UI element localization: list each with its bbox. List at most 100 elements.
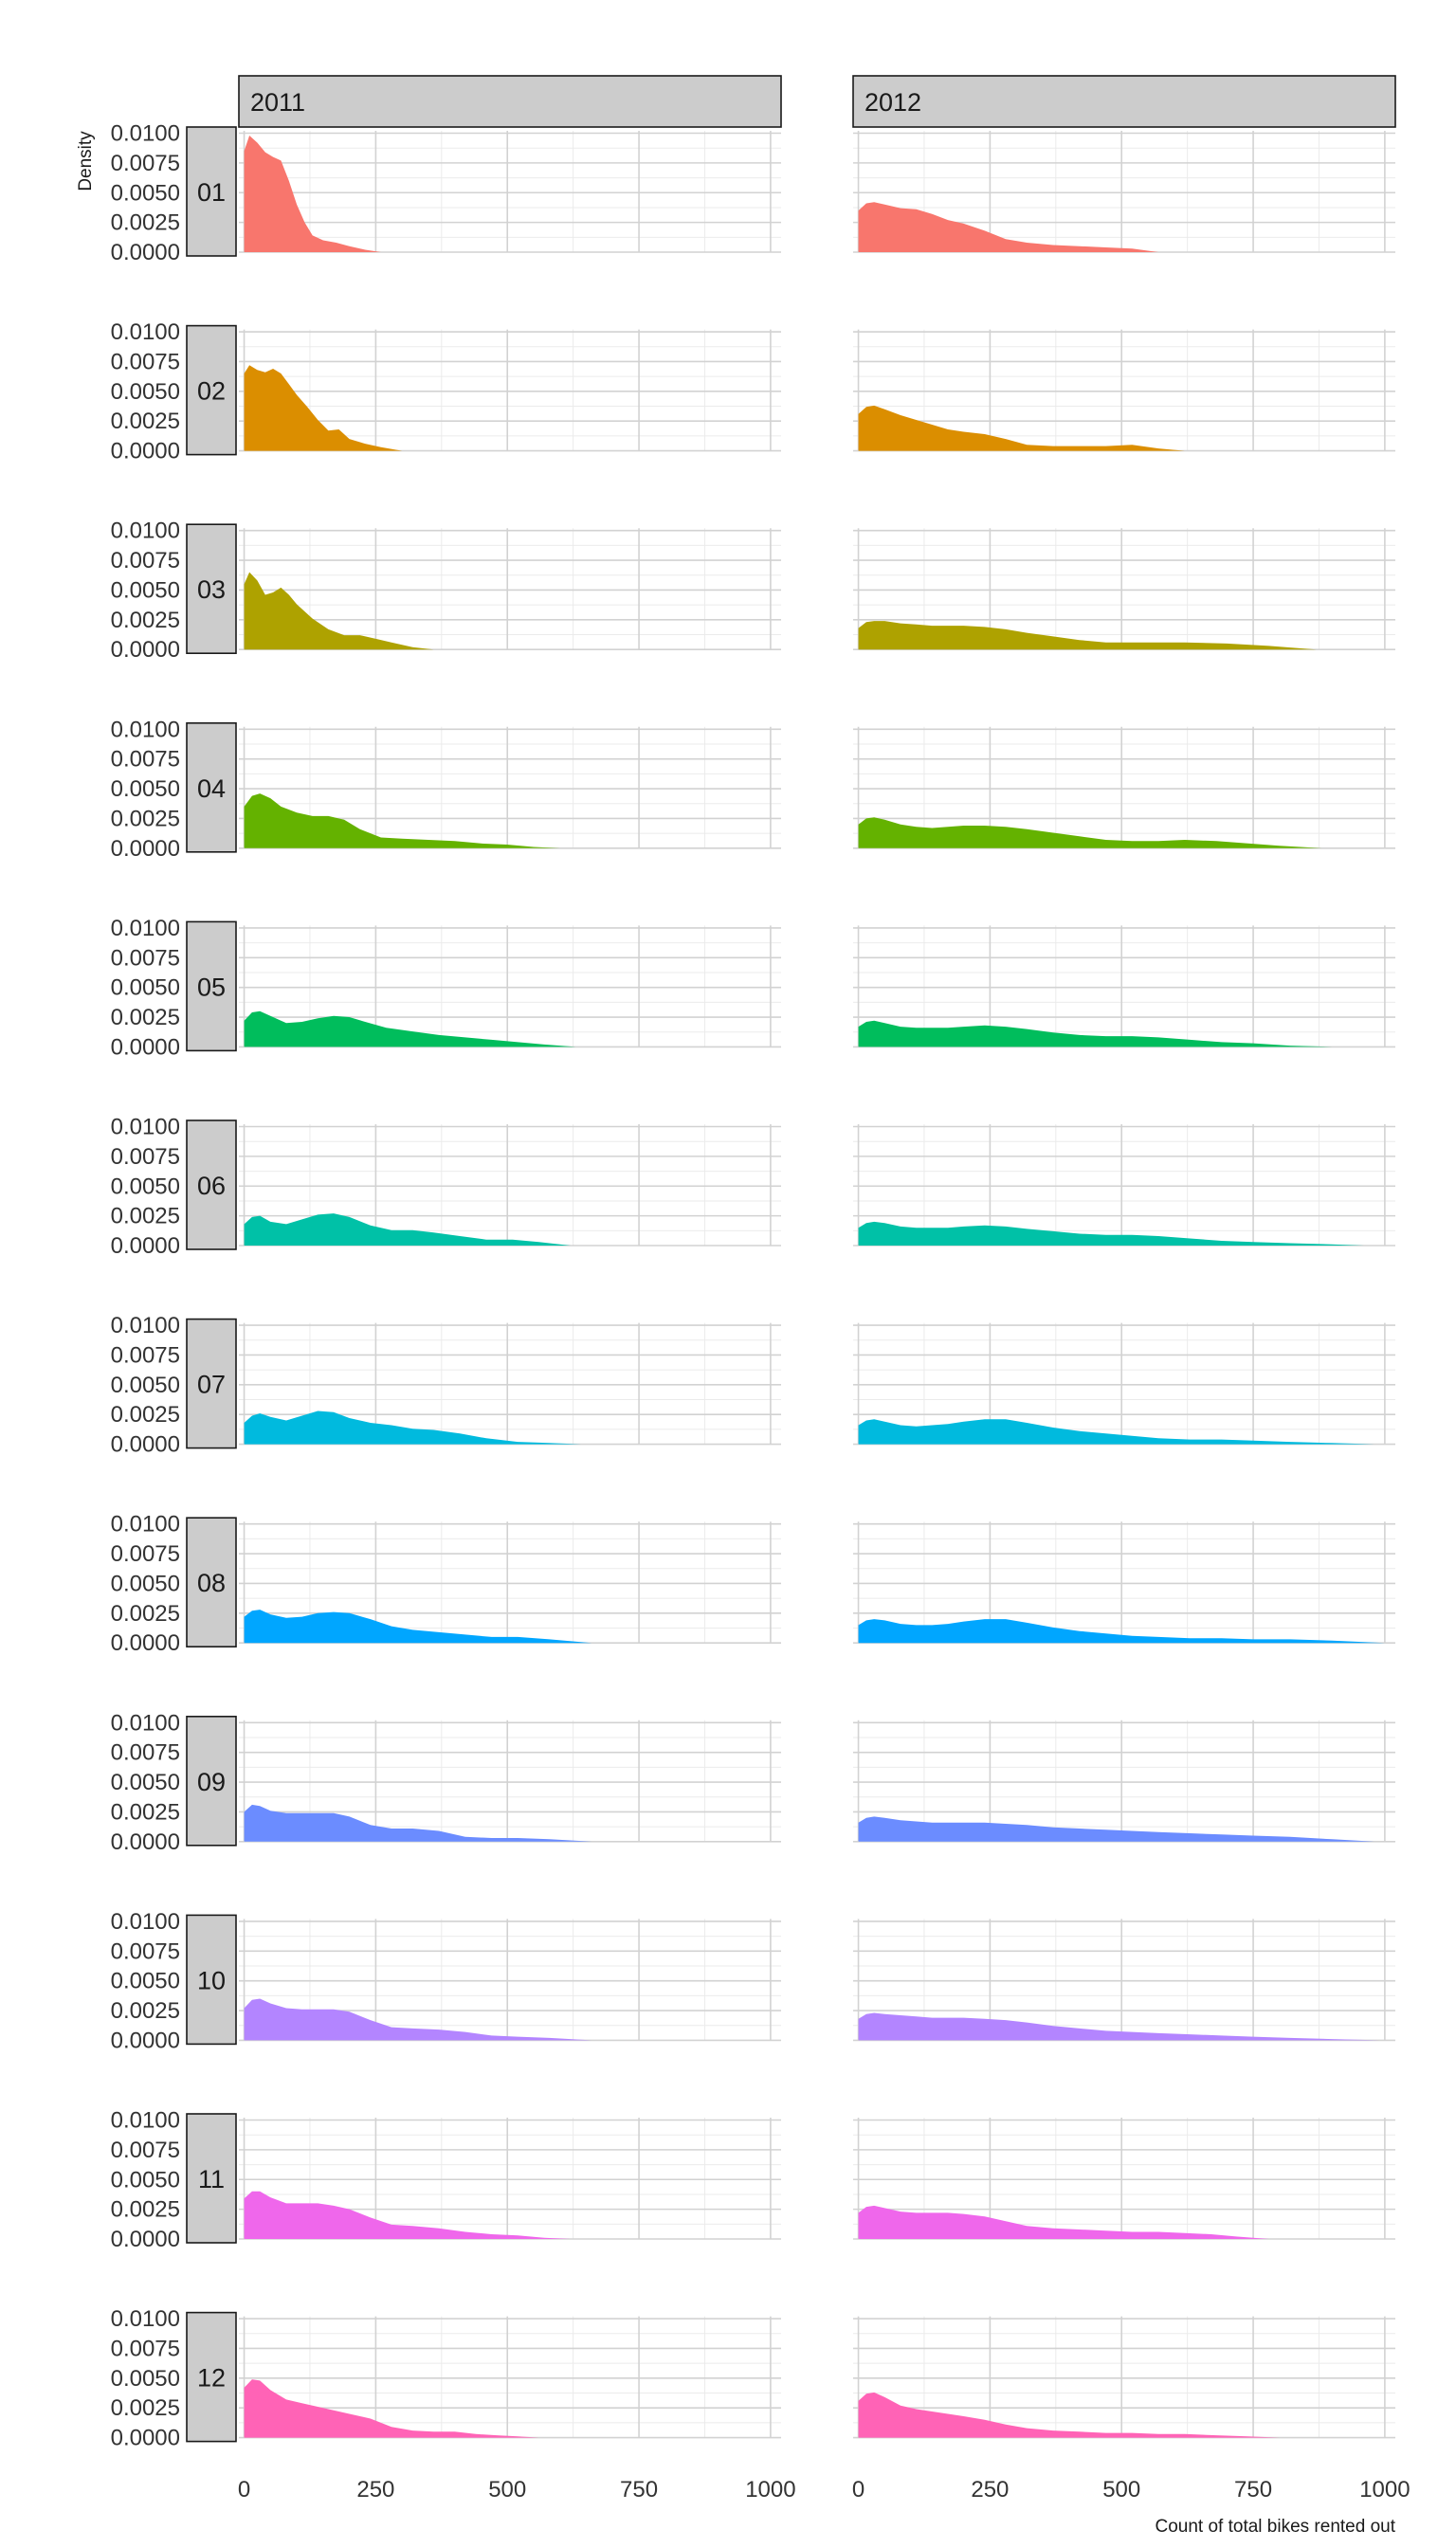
panel-2012-05 [853, 925, 1395, 1048]
y-tick-label: 0.0050 [111, 180, 180, 206]
row-strip-03: 03 [186, 523, 237, 655]
y-tick-label: 0.0000 [111, 1233, 180, 1259]
column-strip-2011: 2011 [238, 75, 782, 128]
density-area-2011-03 [244, 572, 434, 650]
density-area-2011-05 [244, 1010, 576, 1047]
y-tick-label: 0.0000 [111, 439, 180, 464]
row-strip-label: 10 [197, 1966, 226, 1994]
y-tick-labels-row-03: 0.0000 0.0025 0.0050 0.0075 0.0100 [111, 519, 180, 663]
x-axis-title: Count of total bikes rented out [1156, 2517, 1396, 2537]
y-tick-label: 0.0075 [111, 1938, 180, 1964]
panel-2011-10 [239, 1919, 781, 2042]
y-tick-label: 0.0050 [111, 1571, 180, 1596]
row-strip-12: 12 [186, 2311, 237, 2443]
row-strip-label: 01 [197, 178, 226, 207]
y-tick-label: 0.0025 [111, 1204, 180, 1229]
panel-2011-08 [239, 1521, 781, 1644]
x-tick-label: 250 [356, 2477, 394, 2502]
density-area-2011-07 [244, 1410, 581, 1445]
row-strip-label: 08 [197, 1569, 226, 1597]
density-area-2011-09 [244, 1804, 592, 1842]
y-tick-label: 0.0000 [111, 2227, 180, 2252]
y-tick-label: 0.0025 [111, 1799, 180, 1825]
row-strip-box [186, 721, 237, 853]
row-strip-08: 08 [186, 1517, 237, 1647]
y-tick-label: 0.0100 [111, 1512, 180, 1538]
row-strip-box [186, 1119, 237, 1250]
panel-2011-04 [239, 726, 781, 849]
panel-2011-12 [239, 2316, 781, 2439]
row-strip-06: 06 [186, 1119, 237, 1250]
column-strip-box [238, 75, 782, 128]
density-area-2012-06 [858, 1221, 1364, 1246]
y-tick-label: 0.0075 [111, 1144, 180, 1170]
row-strip-05: 05 [186, 920, 237, 1052]
y-tick-label: 0.0075 [111, 2138, 180, 2163]
y-tick-label: 0.0025 [111, 1402, 180, 1428]
density-area-2012-03 [858, 621, 1317, 650]
y-tick-labels-row-10: 0.0000 0.0025 0.0050 0.0075 0.0100 [111, 1909, 180, 2053]
y-tick-labels-row-11: 0.0000 0.0025 0.0050 0.0075 0.0100 [111, 2108, 180, 2252]
y-tick-label: 0.0050 [111, 776, 180, 802]
density-area-2011-10 [244, 1998, 592, 2041]
y-tick-label: 0.0000 [111, 1034, 180, 1060]
y-tick-label: 0.0000 [111, 836, 180, 862]
y-tick-labels-row-09: 0.0000 0.0025 0.0050 0.0075 0.0100 [111, 1710, 180, 1854]
y-tick-label: 0.0100 [111, 519, 180, 544]
row-strip-label: 07 [197, 1371, 226, 1399]
row-strip-label: 12 [197, 2364, 226, 2393]
panel-2012-07 [853, 1322, 1395, 1446]
density-area-2012-11 [858, 2205, 1269, 2239]
panel-2011-02 [239, 329, 781, 452]
y-tick-label: 0.0075 [111, 2336, 180, 2361]
panel-2012-02 [853, 329, 1395, 452]
panel-2012-09 [853, 1720, 1395, 1843]
y-tick-label: 0.0050 [111, 577, 180, 603]
panel-2011-11 [239, 2118, 781, 2240]
y-tick-label: 0.0025 [111, 806, 180, 831]
y-tick-label: 0.0050 [111, 1373, 180, 1398]
x-tick-label: 1000 [1359, 2477, 1410, 2502]
y-tick-label: 0.0025 [111, 1998, 180, 2024]
x-tick-label: 750 [620, 2477, 658, 2502]
y-tick-label: 0.0050 [111, 2167, 180, 2193]
y-tick-label: 0.0050 [111, 975, 180, 1001]
panel-2012-06 [853, 1124, 1395, 1247]
density-area-2012-05 [858, 1020, 1333, 1047]
y-tick-label: 0.0025 [111, 210, 180, 236]
density-area-2011-01 [244, 136, 381, 252]
x-tick-label: 750 [1234, 2477, 1272, 2502]
y-axes: 01 0.0000 0.0025 0.0050 0.0075 0.0100 02 0.0000… [111, 121, 237, 2451]
row-strip-box [186, 1318, 237, 1449]
row-strip-box [186, 324, 237, 456]
y-tick-labels-row-06: 0.0000 0.0025 0.0050 0.0075 0.0100 [111, 1115, 180, 1259]
density-area-2012-01 [858, 202, 1159, 252]
row-strip-07: 07 [186, 1318, 237, 1449]
row-strip-label: 06 [197, 1172, 226, 1200]
y-tick-labels-row-01: 0.0000 0.0025 0.0050 0.0075 0.0100 [111, 121, 180, 265]
y-axis-title: Density [76, 131, 96, 191]
density-area-2011-02 [244, 365, 403, 451]
y-tick-label: 0.0025 [111, 1601, 180, 1627]
panel-2011-01 [239, 131, 781, 253]
column-strip-2012: 2012 [852, 75, 1396, 128]
row-strip-04: 04 [186, 721, 237, 853]
x-tick-labels-2011: 0 250 500 750 1000 [238, 2477, 796, 2502]
row-strip-label: 05 [197, 973, 226, 1001]
row-strip-label: 11 [198, 2165, 225, 2193]
row-strip-label: 09 [197, 1768, 226, 1796]
panel-2012-12 [853, 2316, 1395, 2439]
y-tick-label: 0.0000 [111, 1630, 180, 1656]
panel-2012-01 [853, 131, 1395, 253]
y-tick-label: 0.0000 [111, 2426, 180, 2451]
y-tick-label: 0.0075 [111, 548, 180, 573]
density-area-2012-04 [858, 817, 1322, 848]
panel-2012-03 [853, 528, 1395, 651]
density-area-2011-06 [244, 1213, 571, 1246]
x-tick-labels-2012: 0 250 500 750 1000 [852, 2477, 1410, 2502]
row-strip-box [186, 523, 237, 655]
density-area-2011-08 [244, 1610, 592, 1644]
row-strip-box [186, 2113, 237, 2244]
y-tick-label: 0.0100 [111, 1115, 180, 1140]
